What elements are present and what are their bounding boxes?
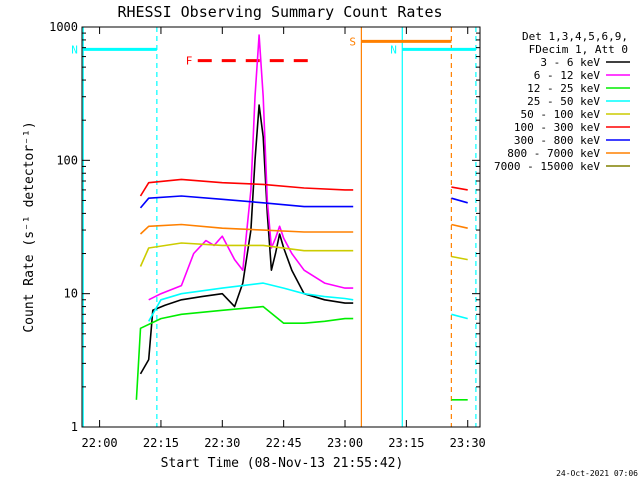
series-line-6-1 xyxy=(139,195,354,209)
series-line-3-2 xyxy=(451,313,468,320)
series-line-2-1 xyxy=(135,305,354,400)
y-tick-label-0: 1 xyxy=(71,420,78,434)
x-tick-label-1: 22:15 xyxy=(143,436,179,450)
annotation-label-0: N xyxy=(71,43,78,56)
series-line-4-1 xyxy=(139,242,354,267)
legend-label-3: 25 - 50 keV xyxy=(527,95,600,108)
legend-label-8: 7000 - 15000 keV xyxy=(494,160,600,173)
x-tick-label-0: 22:00 xyxy=(82,436,118,450)
legend-label-1: 6 - 12 keV xyxy=(534,69,601,82)
axes: 22:00 22:15 22:30 22:45 23:00 23:15 23:30 1 10 10… xyxy=(49,20,486,450)
series-line-3-1 xyxy=(148,282,354,322)
x-tick-label-2: 22:30 xyxy=(204,436,240,450)
plot-frame xyxy=(81,26,481,428)
legend-label-7: 800 - 7000 keV xyxy=(507,147,600,160)
y-axis-label: Count Rate (s⁻¹ detector⁻¹) xyxy=(22,121,37,332)
series-line-0-0 xyxy=(139,104,354,375)
chart-title: RHESSI Observing Summary Count Rates xyxy=(117,3,442,21)
y-tick-label-2: 100 xyxy=(56,153,78,167)
annotation-label-1: N xyxy=(390,43,397,56)
legend-header-1: FDecim 1, Att 0 xyxy=(529,43,628,56)
plot-area: N N F S xyxy=(71,27,477,427)
generation-timestamp: 24-Oct-2021 07:06 xyxy=(556,469,638,478)
legend-label-5: 100 - 300 keV xyxy=(514,121,600,134)
legend-label-0: 3 - 6 keV xyxy=(540,56,600,69)
annotation-label-3: S xyxy=(349,35,356,48)
legend-label-4: 50 - 100 keV xyxy=(521,108,601,121)
legend-header-0: Det 1,3,4,5,6,9, xyxy=(522,30,628,43)
x-tick-label-6: 23:30 xyxy=(450,436,486,450)
x-tick-label-3: 22:45 xyxy=(266,436,302,450)
legend-label-2: 12 - 25 keV xyxy=(527,82,600,95)
x-axis-label: Start Time (08-Nov-13 21:55:42) xyxy=(161,456,404,471)
y-tick-label-3: 1000 xyxy=(49,20,78,34)
series-line-6-2 xyxy=(451,197,468,204)
annotation-label-2: F xyxy=(186,55,193,68)
legend: Det 1,3,4,5,6,9,FDecim 1, Att 03 - 6 keV… xyxy=(494,30,630,173)
series-line-5-1 xyxy=(139,178,354,197)
series-line-5-2 xyxy=(451,186,468,191)
x-tick-label-4: 23:00 xyxy=(327,436,363,450)
series-line-7-1 xyxy=(139,223,354,235)
legend-label-6: 300 - 800 keV xyxy=(514,134,600,147)
series-line-4-2 xyxy=(451,255,468,261)
y-tick-label-1: 10 xyxy=(64,287,78,301)
x-tick-label-5: 23:15 xyxy=(388,436,424,450)
series-line-7-2 xyxy=(451,223,468,229)
